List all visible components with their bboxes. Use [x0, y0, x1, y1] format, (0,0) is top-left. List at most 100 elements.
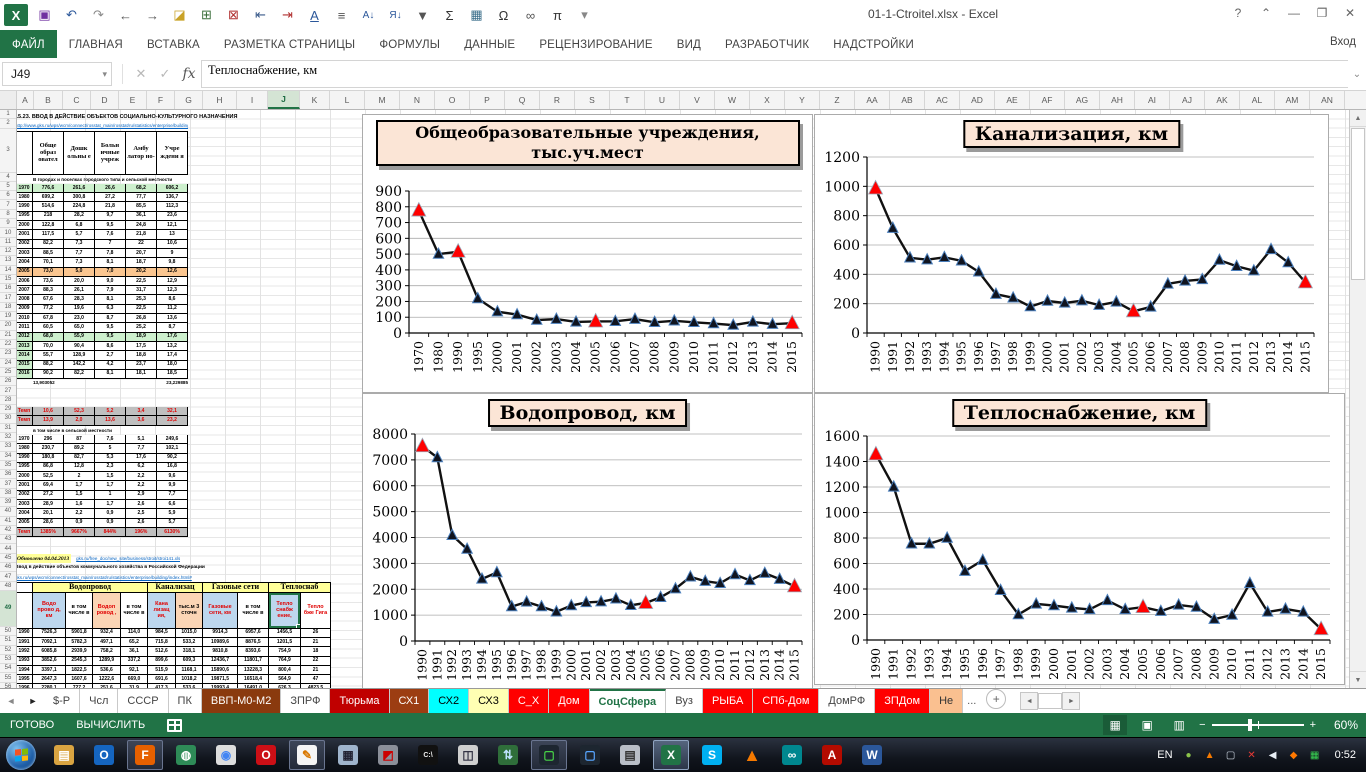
cell[interactable]: 2004 — [15, 258, 33, 268]
enter-icon[interactable]: ✓ — [159, 66, 171, 81]
row-header-42[interactable]: 42 — [0, 526, 16, 536]
chart-education-point-2015[interactable] — [784, 314, 800, 330]
chart-heating-point-1994[interactable] — [941, 530, 954, 543]
sheet-tab-Не[interactable]: Не — [930, 689, 964, 713]
cell[interactable]: 6957,6 — [238, 628, 269, 638]
ribbon-tab-главная[interactable]: ГЛАВНАЯ — [68, 38, 123, 51]
column-header-V[interactable]: V — [680, 91, 715, 109]
zoom-thumb[interactable] — [1247, 719, 1252, 731]
cell[interactable]: 12,8 — [64, 462, 95, 473]
ribbon-tab-данные[interactable]: ДАННЫЕ — [464, 38, 516, 51]
sheet-nav-left-icon[interactable]: ◄ — [6, 696, 16, 706]
cell[interactable]: 2016 — [15, 369, 33, 380]
chart-education-point-2005[interactable] — [588, 312, 604, 328]
cell[interactable]: 1,7 — [95, 499, 126, 510]
ribbon-tab-разметка-страницы[interactable]: РАЗМЕТКА СТРАНИЦЫ — [223, 38, 356, 51]
row-header-38[interactable]: 38 — [0, 489, 16, 498]
cell[interactable]: 122,8 — [33, 221, 64, 231]
table2-subheader[interactable]: Водо прово д, км — [33, 592, 66, 629]
chart-education-point-2001[interactable] — [511, 307, 524, 320]
cell[interactable]: 13,6 — [157, 314, 188, 324]
cell[interactable]: 1970 — [15, 434, 33, 445]
cell[interactable]: 691,6 — [148, 675, 176, 685]
sort-ascending-icon[interactable]: А↓ — [362, 9, 375, 21]
row-header-37[interactable]: 37 — [0, 479, 16, 489]
chart-heating-point-2011[interactable] — [1243, 576, 1256, 588]
sort-descending-icon[interactable]: Я↓ — [389, 9, 402, 21]
column-header-B[interactable]: B — [34, 91, 63, 109]
cell[interactable]: 2280,1 — [33, 684, 66, 688]
table1-header-cell[interactable]: Амбу латор но- — [126, 130, 157, 175]
cell[interactable]: 27,2 — [95, 193, 126, 203]
speaker-icon[interactable]: ◀ — [1268, 749, 1277, 761]
cell[interactable]: 69,4 — [33, 481, 64, 491]
chart-sewerage[interactable]: Канализация, км 0 200 400 600 800 1000 1200 1990… — [814, 114, 1329, 393]
chart-education-point-2013[interactable] — [746, 314, 759, 327]
chart-heating-point-1992[interactable] — [905, 536, 918, 549]
cell[interactable]: 1980 — [15, 444, 33, 454]
sheet-tab-СССР[interactable]: СССР — [118, 689, 169, 713]
chart-water-point-2004[interactable] — [624, 598, 637, 610]
hscroll-left-icon[interactable]: ◄ — [1020, 692, 1039, 710]
cell[interactable]: 82,2 — [33, 239, 64, 249]
cell[interactable]: 21,8 — [126, 230, 157, 240]
cell[interactable]: 9,5 — [95, 221, 126, 231]
cell[interactable]: 2003 — [15, 248, 33, 259]
vertical-scroll-thumb[interactable] — [1351, 128, 1365, 280]
save-icon[interactable]: ▣ — [38, 7, 51, 22]
cell[interactable]: 2010 — [15, 314, 33, 324]
cell[interactable]: 6,6 — [157, 499, 188, 510]
row-header-20[interactable]: 20 — [0, 321, 16, 331]
row-header-12[interactable]: 12 — [0, 247, 16, 257]
scroll-up-icon[interactable]: ▲ — [1350, 110, 1366, 127]
column-header-H[interactable]: H — [203, 91, 237, 109]
cell[interactable]: 8,1 — [95, 295, 126, 305]
cell[interactable]: 12,9 — [157, 276, 188, 287]
cell[interactable]: 2001 — [15, 481, 33, 491]
cell[interactable]: 1,6 — [64, 499, 95, 510]
row-header-1[interactable]: 1 — [0, 110, 16, 120]
table1-header-cell[interactable]: Обще образ овател — [33, 130, 64, 175]
table-social-objects[interactable]: 15.23. ВВОД В ДЕЙСТВИЕ ОБЪЕКТОВ СОЦИАЛЬН… — [15, 112, 237, 538]
cell[interactable]: 9,8 — [157, 258, 188, 268]
cell[interactable]: 26 — [301, 628, 331, 638]
cell[interactable]: 90,2 — [157, 453, 188, 463]
cell[interactable]: 13,2 — [157, 341, 188, 352]
cell[interactable]: 23,7 — [126, 360, 157, 370]
chart-sewerage-point-2014[interactable] — [1282, 255, 1295, 268]
cell[interactable]: 1970 — [15, 183, 33, 194]
cell[interactable]: 5,1 — [126, 434, 157, 445]
cell[interactable]: 9914,3 — [203, 628, 238, 638]
cell[interactable]: 22,5 — [126, 304, 157, 315]
monitor-blue-icon[interactable]: ▢ — [573, 741, 607, 769]
cell[interactable]: 10,6 — [157, 239, 188, 249]
cell[interactable]: 7,7 — [64, 248, 95, 259]
page-break-view-icon[interactable]: ▥ — [1173, 718, 1185, 732]
cell[interactable]: 73,6 — [33, 276, 64, 287]
row-header-30[interactable]: 30 — [0, 414, 16, 424]
printer-icon[interactable]: ▤ — [613, 741, 647, 769]
formula-bar-expand-icon[interactable]: ⌄ — [1352, 68, 1362, 80]
sheet-tab-Дом[interactable]: Дом — [549, 689, 590, 713]
cell[interactable]: 8393,6 — [238, 647, 269, 657]
sheet-tab-Вуз[interactable]: Вуз — [666, 689, 703, 713]
undo-icon[interactable]: ↶ — [66, 7, 77, 22]
normal-view-icon[interactable]: ▦ — [1103, 715, 1128, 735]
pi-icon[interactable]: π — [553, 7, 562, 23]
cell[interactable]: 2,9 — [126, 490, 157, 500]
cell[interactable]: 88,5 — [33, 248, 64, 259]
cell[interactable]: 16491,0 — [238, 684, 269, 688]
row-header-49[interactable]: 49 — [0, 590, 16, 627]
cell[interactable]: 19,6 — [64, 304, 95, 315]
table1-header-cell[interactable]: Больн ичные учреж — [95, 130, 126, 175]
chart-sewerage-point-2006[interactable] — [1144, 299, 1157, 312]
chart-education-point-2004[interactable] — [570, 314, 583, 327]
chart-sewerage-point-2000[interactable] — [1041, 293, 1054, 306]
cell[interactable]: 1201,5 — [269, 637, 301, 648]
chart-sewerage-point-2010[interactable] — [1213, 253, 1226, 265]
chart-sewerage-point-1999[interactable] — [1024, 299, 1037, 312]
row-header-9[interactable]: 9 — [0, 219, 16, 229]
power-plug-off-icon[interactable]: ✕ — [1247, 749, 1256, 761]
cell[interactable]: 7,6 — [95, 434, 126, 445]
row-header-36[interactable]: 36 — [0, 470, 16, 480]
